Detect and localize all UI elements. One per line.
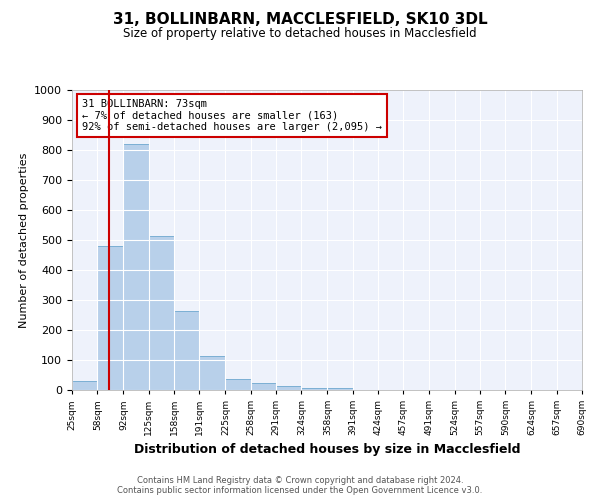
Text: Contains HM Land Registry data © Crown copyright and database right 2024.
Contai: Contains HM Land Registry data © Crown c… — [118, 476, 482, 495]
Bar — [149, 236, 174, 390]
Bar — [301, 388, 328, 390]
Text: Distribution of detached houses by size in Macclesfield: Distribution of detached houses by size … — [134, 442, 520, 456]
Text: 31, BOLLINBARN, MACCLESFIELD, SK10 3DL: 31, BOLLINBARN, MACCLESFIELD, SK10 3DL — [113, 12, 487, 28]
Bar — [174, 310, 199, 390]
Bar — [199, 356, 226, 390]
Bar — [226, 378, 251, 390]
Text: 31 BOLLINBARN: 73sqm
← 7% of detached houses are smaller (163)
92% of semi-detac: 31 BOLLINBARN: 73sqm ← 7% of detached ho… — [82, 99, 382, 132]
Bar — [124, 144, 149, 390]
Bar — [97, 246, 124, 390]
Bar — [328, 388, 353, 390]
Bar — [72, 381, 97, 390]
Bar — [251, 384, 276, 390]
Y-axis label: Number of detached properties: Number of detached properties — [19, 152, 29, 328]
Text: Size of property relative to detached houses in Macclesfield: Size of property relative to detached ho… — [123, 28, 477, 40]
Bar — [276, 386, 301, 390]
